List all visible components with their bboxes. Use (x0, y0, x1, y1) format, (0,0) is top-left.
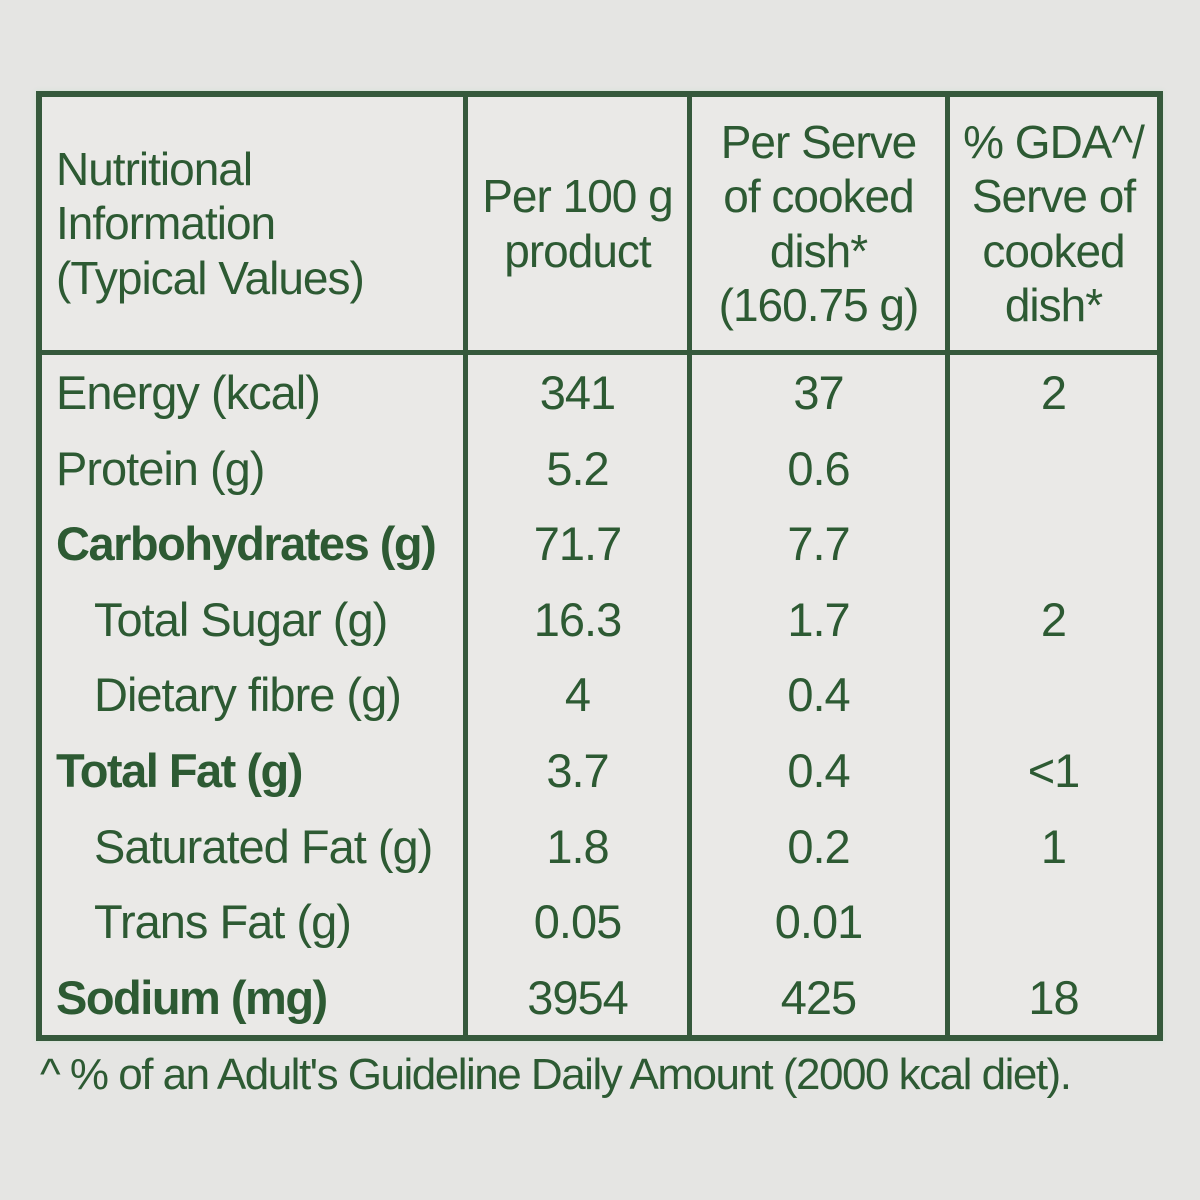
value-per-serve: 0.4 (692, 657, 950, 733)
value-per-serve: 425 (692, 959, 950, 1035)
header-nutritional-information: Nutritional Information (Typical Values) (42, 97, 468, 355)
value-gda-percent (950, 506, 1157, 582)
value-per-serve: 37 (692, 355, 950, 431)
header-gda-percent: % GDA^/ Serve of cooked dish* (950, 97, 1157, 355)
value-per-serve: 0.01 (692, 883, 950, 960)
value-per-serve: 0.4 (692, 732, 950, 809)
header-line: (160.75 g) (718, 278, 920, 331)
header-line: dish* (769, 224, 868, 277)
nutrient-label: Saturated Fat (g) (42, 808, 468, 884)
nutrient-label: Carbohydrates (g) (42, 506, 468, 582)
header-line: of cooked (723, 170, 914, 223)
gda-footnote: ^ % of an Adult's Guideline Daily Amount… (40, 1050, 1072, 1099)
value-gda-percent: <1 (1027, 744, 1081, 798)
value-per-serve: 1.7 (692, 581, 950, 658)
value-per-100g: 16.3 (468, 581, 692, 658)
value-gda-percent: 2 (1040, 366, 1067, 420)
nutrient-label: Total Fat (g) (42, 732, 468, 809)
header-line: (Typical Values) (56, 251, 365, 304)
value-per-serve: 7.7 (692, 506, 950, 582)
header-per-serve: Per Serve of cooked dish* (160.75 g) (692, 97, 950, 355)
header-line: Per 100 g (482, 170, 673, 223)
value-per-100g: 71.7 (468, 506, 692, 582)
value-per-100g: 3954 (468, 959, 692, 1035)
header-line: Nutritional (56, 143, 253, 196)
value-gda-percent (950, 431, 1157, 507)
value-per-100g: 1.8 (468, 808, 692, 884)
header-line: Serve of (971, 170, 1136, 223)
header-line: cooked (982, 224, 1125, 277)
value-per-100g: 5.2 (468, 430, 692, 507)
value-gda-percent: 1 (1040, 819, 1067, 873)
header-line: % GDA^/ (963, 115, 1145, 168)
nutrient-label: Total Sugar (g) (42, 581, 468, 658)
value-per-serve: 0.2 (692, 808, 950, 884)
nutrition-table: Nutritional Information (Typical Values)… (36, 91, 1163, 1041)
value-per-100g: 341 (468, 355, 692, 431)
nutrient-label: Trans Fat (g) (42, 883, 468, 960)
value-gda-percent (950, 657, 1157, 733)
value-per-100g: 0.05 (468, 883, 692, 960)
value-per-serve: 0.6 (692, 430, 950, 507)
header-line: product (504, 224, 651, 277)
value-per-100g: 3.7 (468, 732, 692, 809)
value-gda-percent: 2 (1040, 592, 1067, 646)
nutrient-label: Energy (kcal) (42, 355, 468, 431)
header-per-100g: Per 100 g product (468, 97, 692, 355)
header-line: Information (56, 197, 276, 250)
value-gda-percent: 18 (1028, 970, 1079, 1024)
value-per-100g: 4 (468, 657, 692, 733)
nutrient-label: Sodium (mg) (42, 959, 468, 1035)
nutrient-label: Protein (g) (42, 430, 468, 507)
header-line: dish* (1004, 278, 1103, 331)
header-line: Per Serve (720, 115, 918, 168)
nutrient-label: Dietary fibre (g) (42, 657, 468, 733)
value-gda-percent (950, 884, 1157, 960)
